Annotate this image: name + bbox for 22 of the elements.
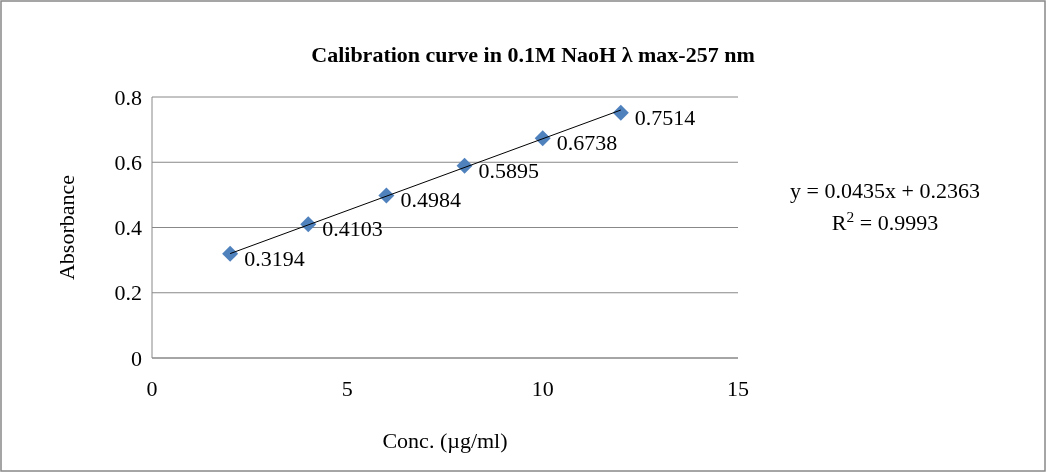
y-tick-label: 0.4 — [114, 215, 142, 241]
x-axis-title: Conc. (µg/ml) — [382, 428, 508, 453]
point — [612, 104, 629, 121]
data-label: 0.6738 — [556, 130, 618, 156]
x-tick-label: 10 — [531, 376, 554, 401]
chart-title: Calibration curve in 0.1M NaoH λ max-257 nm — [311, 42, 755, 67]
y-tick-label: 0.2 — [114, 280, 142, 306]
text: y = 0.0435x + 0.2363 — [790, 178, 980, 203]
text: R$^{2}$ = 0.9993 — [831, 207, 939, 235]
y-tick-label: 0.8 — [114, 84, 142, 110]
y-tick-label: 0.6 — [114, 149, 142, 175]
data-label: 0.7514 — [634, 104, 696, 130]
y-axis-title: Absorbance — [54, 174, 79, 281]
x-tick-label: 0 — [146, 376, 158, 401]
point — [222, 245, 239, 262]
x-tick-label: 15 — [727, 376, 749, 401]
data-label: 0.5895 — [478, 157, 540, 183]
x-tick-label: 5 — [341, 376, 353, 401]
data-label: 0.3194 — [244, 245, 305, 271]
data-label: 0.4984 — [400, 187, 461, 213]
y-tick-label: 0 — [131, 345, 142, 371]
data-label: 0.4103 — [322, 216, 383, 242]
